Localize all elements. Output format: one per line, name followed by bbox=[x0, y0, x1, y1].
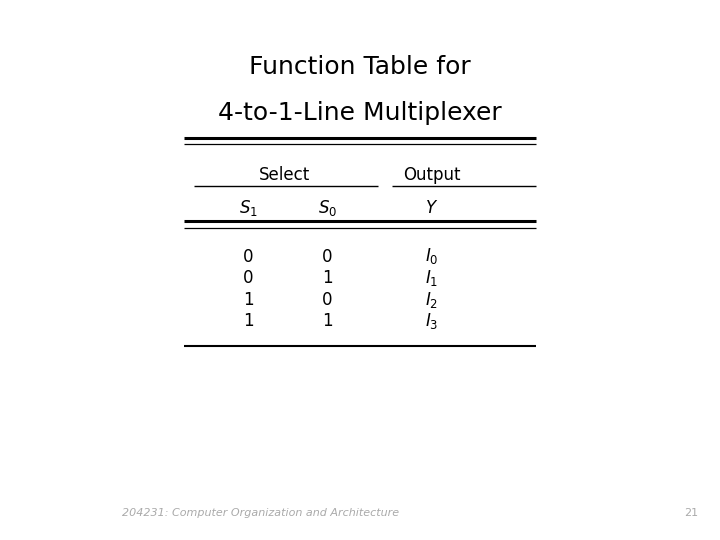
Text: $S_1$: $S_1$ bbox=[239, 198, 258, 218]
Text: 21: 21 bbox=[684, 508, 698, 518]
Text: 0: 0 bbox=[323, 247, 333, 266]
Text: $I_3$: $I_3$ bbox=[426, 311, 438, 332]
Text: 0: 0 bbox=[243, 269, 253, 287]
Text: Select: Select bbox=[258, 166, 310, 185]
Text: 204231: Computer Organization and Architecture: 204231: Computer Organization and Archit… bbox=[122, 508, 400, 518]
Text: $I_2$: $I_2$ bbox=[426, 289, 438, 310]
Text: $I_1$: $I_1$ bbox=[426, 268, 438, 288]
Text: Function Table for: Function Table for bbox=[249, 56, 471, 79]
Text: 1: 1 bbox=[323, 269, 333, 287]
Text: $I_0$: $I_0$ bbox=[426, 246, 438, 267]
Text: 0: 0 bbox=[323, 291, 333, 309]
Text: 1: 1 bbox=[243, 291, 253, 309]
Text: 4-to-1-Line Multiplexer: 4-to-1-Line Multiplexer bbox=[218, 102, 502, 125]
Text: $S_0$: $S_0$ bbox=[318, 198, 337, 218]
Text: 0: 0 bbox=[243, 247, 253, 266]
Text: $Y$: $Y$ bbox=[426, 199, 438, 217]
Text: 1: 1 bbox=[323, 312, 333, 330]
Text: Output: Output bbox=[403, 166, 461, 185]
Text: 1: 1 bbox=[243, 312, 253, 330]
